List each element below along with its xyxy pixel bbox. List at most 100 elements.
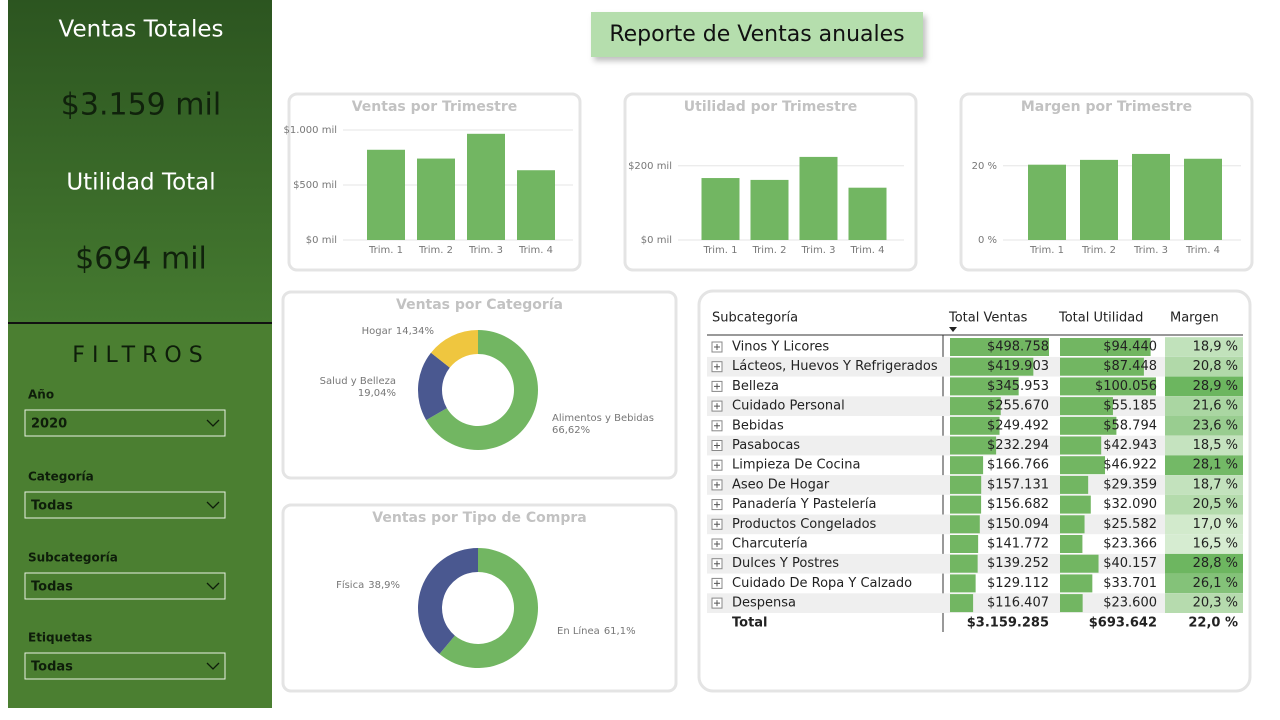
bar (1028, 164, 1066, 240)
data-bar (1060, 594, 1083, 613)
expand-plus[interactable] (714, 383, 720, 390)
bar (799, 156, 838, 240)
row-name: Dulces Y Postres (732, 556, 839, 571)
y-tick-label: $0 mil (306, 235, 337, 246)
donut-slice (430, 330, 478, 368)
filter-value[interactable]: Todas (31, 660, 73, 675)
bar (701, 178, 740, 240)
cell-value: 28,1 % (1193, 458, 1238, 473)
margin-cell (1165, 416, 1243, 436)
margin-cell (1165, 435, 1243, 456)
expand-plus[interactable] (714, 501, 720, 508)
cell-value: $150.094 (987, 517, 1049, 532)
expand-plus[interactable] (714, 560, 720, 567)
data-bar (950, 475, 982, 494)
chart-title: Ventas por Trimestre (352, 99, 518, 115)
filter-value[interactable]: 2020 (31, 417, 67, 432)
filter-value[interactable]: Todas (31, 580, 73, 595)
cell-value: $141.772 (987, 537, 1049, 552)
x-tick-label: Trim. 4 (850, 245, 885, 256)
cell-value: 28,8 % (1193, 556, 1238, 571)
filter-dropdown[interactable] (24, 409, 226, 437)
chart-title: Margen por Trimestre (1021, 99, 1192, 115)
row-name: Charcutería (732, 537, 808, 552)
filter-value[interactable]: Todas (31, 499, 73, 514)
bar (517, 170, 555, 240)
kpi-value: $3.159 mil (61, 88, 221, 123)
row-name: Limpieza De Cocina (732, 458, 860, 473)
filter-dropdown[interactable] (24, 572, 226, 600)
dropdown-chevron[interactable] (206, 582, 220, 590)
row-name: Aseo De Hogar (732, 477, 830, 492)
y-tick-label: $1.000 mil (284, 125, 337, 136)
bar (467, 133, 505, 240)
row-name: Bebidas (732, 418, 784, 433)
margin-cell (1165, 573, 1243, 594)
filter-label: Categoría (28, 470, 94, 484)
row-name: Cuidado Personal (732, 399, 845, 414)
y-tick-label: 20 % (972, 161, 997, 172)
row-name: Vinos Y Licores (732, 340, 829, 355)
data-bar (1060, 495, 1091, 514)
cell-value: $25.582 (1103, 517, 1157, 532)
cell-value: 18,5 % (1193, 438, 1238, 453)
total-cell: 22,0 % (1188, 616, 1238, 631)
x-tick-label: Trim. 3 (1133, 245, 1168, 256)
donut-slice (426, 330, 539, 451)
data-bar (1060, 554, 1099, 573)
bar (1184, 158, 1222, 240)
margin-cell (1165, 337, 1243, 357)
dropdown-chevron[interactable] (206, 662, 220, 670)
slice-name: Física (336, 579, 364, 591)
filters-title: FILTROS (72, 343, 209, 368)
data-bar (950, 416, 1000, 435)
data-bar (1060, 338, 1151, 356)
cell-value: 23,6 % (1193, 418, 1238, 433)
y-tick-label: $500 mil (293, 180, 337, 191)
expand-plus[interactable] (714, 403, 720, 410)
data-bar (1060, 515, 1085, 534)
chart-card (281, 503, 678, 693)
dropdown-chevron[interactable] (206, 501, 220, 509)
expand-plus[interactable] (714, 521, 720, 528)
cell-value: $94.440 (1103, 340, 1157, 355)
margin-cell (1165, 356, 1243, 377)
cell-value: 20,3 % (1193, 596, 1238, 611)
expand-plus[interactable] (714, 344, 720, 350)
expand-plus[interactable] (714, 363, 720, 370)
x-tick-label: Trim. 1 (1029, 245, 1064, 256)
slice-value: 66,62% (552, 425, 590, 436)
chart-title: Ventas por Categoría (396, 297, 563, 313)
expand-plus[interactable] (714, 442, 720, 449)
cell-value: $100.056 (1095, 379, 1157, 394)
cell-value: $249.492 (987, 418, 1049, 433)
dropdown-chevron[interactable] (206, 419, 220, 427)
expand-plus[interactable] (714, 462, 720, 469)
cell-value: $32.090 (1103, 497, 1157, 512)
cell-value: 18,7 % (1193, 477, 1238, 492)
x-tick-label: Trim. 1 (703, 245, 738, 256)
margin-cell (1165, 534, 1243, 554)
expand-plus[interactable] (714, 541, 720, 547)
data-bar (950, 456, 984, 475)
expand-plus[interactable] (714, 422, 720, 429)
expand-plus[interactable] (714, 580, 720, 587)
slice-value: 19,04% (358, 388, 396, 399)
expand-plus[interactable] (714, 481, 720, 488)
filter-dropdown[interactable] (24, 491, 226, 519)
y-tick-label: 0 % (978, 235, 997, 246)
cell-value: $166.766 (987, 458, 1049, 473)
cell-value: 21,6 % (1193, 399, 1238, 414)
filter-dropdown[interactable] (24, 652, 226, 680)
expand-plus[interactable] (714, 600, 720, 607)
column-header: Total Ventas (948, 311, 1028, 326)
sort-arrow[interactable] (949, 327, 957, 332)
donut-slice (418, 352, 450, 421)
data-bar (950, 574, 976, 593)
kpi-label: Ventas Totales (59, 17, 224, 43)
column-header: Subcategoría (712, 311, 798, 326)
total-cell: $3.159.285 (967, 616, 1049, 631)
margin-cell (1165, 553, 1243, 574)
row-name: Cuidado De Ropa Y Calzado (732, 576, 912, 591)
